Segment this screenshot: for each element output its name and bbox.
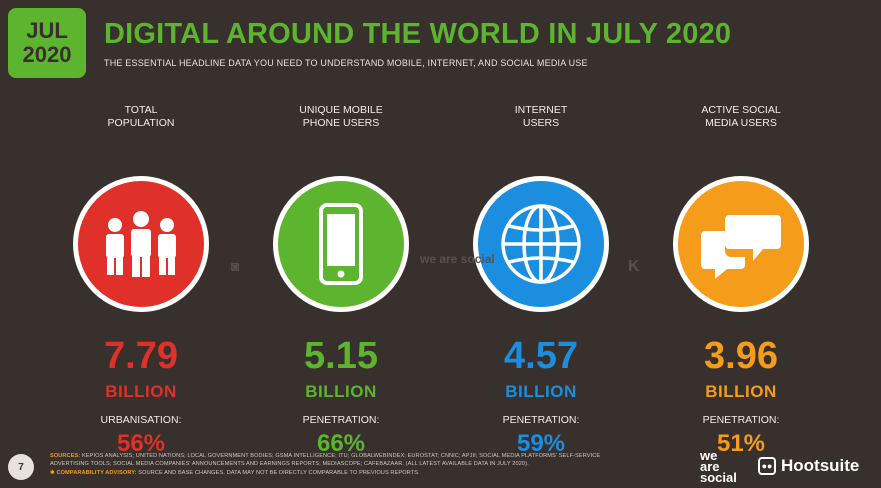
page-subtitle: THE ESSENTIAL HEADLINE DATA YOU NEED TO … [104,58,588,68]
page-number: 7 [8,454,34,480]
date-badge: JUL 2020 [8,8,86,78]
stat-label: INTERNET USERS [514,104,568,129]
stat-sub-label: URBANISATION: [100,414,182,426]
stat-label: UNIQUE MOBILE PHONE USERS [299,104,383,129]
stat-label: ACTIVE SOCIAL MEDIA USERS [701,104,781,129]
stat-sub-value: 56% [116,430,166,457]
stat-unit: BILLION [105,382,177,401]
stat-value: 3.96 [704,335,778,377]
page-title: DIGITAL AROUND THE WORLD IN JULY 2020 [104,18,732,50]
stat-unit: BILLION [705,382,777,401]
stat-unit: BILLION [305,382,377,401]
we-are-social-logo: we are social [700,448,737,485]
advisory-label: ✱ COMPARABILITY ADVISORY: [50,469,137,476]
stat-value: 7.79 [104,335,178,377]
stat-total-population: TOTAL POPULATION 7.79 BILLION URBANISATIO… [51,104,231,458]
sources-note: SOURCES: KEPIOS ANALYSIS; UNITED NATIONS… [50,452,610,477]
stat-value: 4.57 [504,335,578,377]
stat-value: 5.15 [304,335,378,377]
stat-sub-label: PENETRATION: [302,414,380,426]
stat-sub-value: 66% [316,430,366,457]
hootsuite-owl-watermark-icon: ◙ [231,258,240,274]
stat-sub-label: PENETRATION: [502,414,580,426]
stat-internet-users: INTERNET USERS 4.57 BILLION PENETRATION: … [451,104,631,458]
stat-unique-mobile-users: UNIQUE MOBILE PHONE USERS 5.15 BILLION PE… [251,104,431,458]
badge-month: JUL [26,18,68,43]
stat-unit: BILLION [505,382,577,401]
badge-year: 2020 [22,42,72,67]
hootsuite-wordmark: Hootsuite [781,456,860,475]
stat-sub-value: 51% [716,430,766,457]
stat-active-social-media-users: ACTIVE SOCIAL MEDIA USERS 3.96 BILLION PE… [651,104,831,458]
sources-label: SOURCES: [50,453,81,459]
hootsuite-logo: ●● Hootsuite [758,456,859,476]
advisory-text: SOURCE AND BASE CHANGES. DATA MAY NOT BE… [138,469,420,476]
kepios-watermark-icon: K [628,258,640,275]
we-are-social-watermark: we are social [420,252,495,266]
speech-bubbles-icon [673,176,809,312]
mobile-phone-icon [273,176,409,312]
stat-sub-label: PENETRATION: [702,414,780,426]
globe-icon [473,176,609,312]
owl-icon: ●● [758,457,776,475]
stat-sub-value: 59% [516,430,566,457]
sources-text: KEPIOS ANALYSIS; UNITED NATIONS; LOCAL G… [50,453,601,468]
people-icon [73,176,209,312]
stat-label: TOTAL POPULATION [107,104,175,129]
